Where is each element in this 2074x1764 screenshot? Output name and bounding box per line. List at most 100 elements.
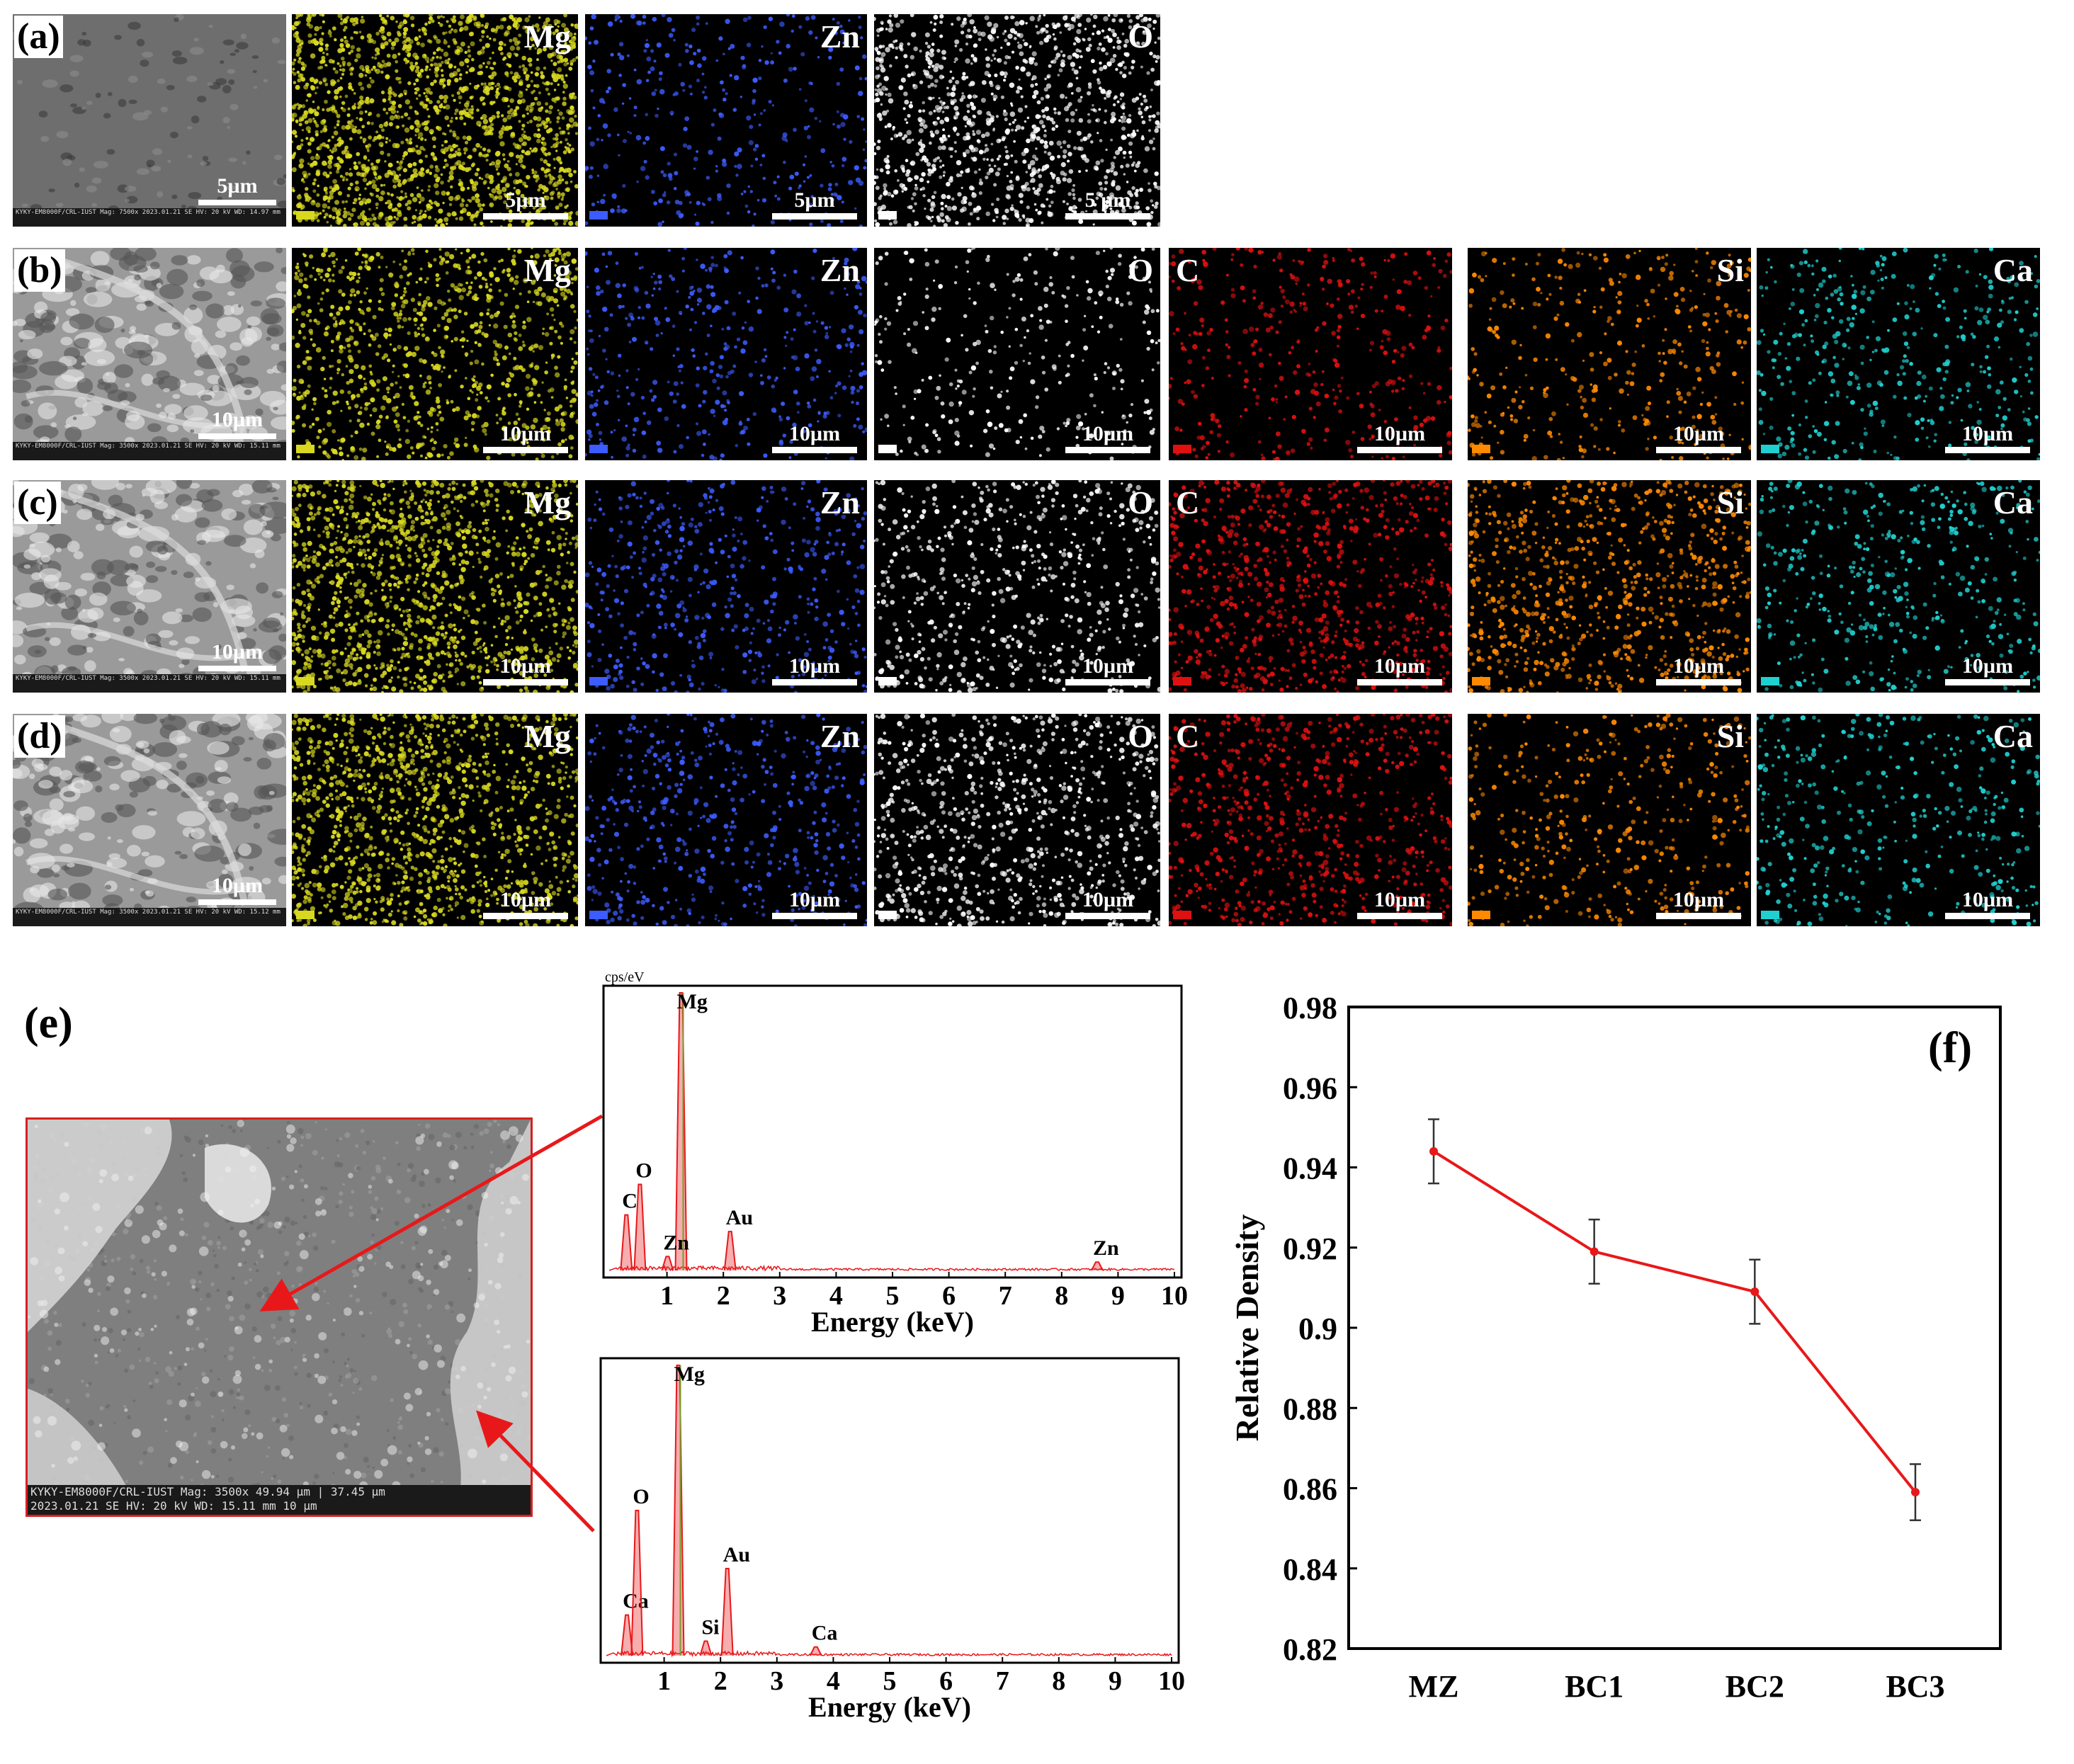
x-tick-label: 9 bbox=[1109, 1666, 1122, 1696]
scale-bar-line bbox=[1065, 447, 1150, 453]
scale-label: 10µm bbox=[1961, 654, 2014, 678]
x-tick-label: 4 bbox=[827, 1666, 840, 1696]
sem-footer: KYKY-EM8000F/CRL-IUST Mag: 7500x 2023.01… bbox=[13, 208, 286, 227]
element-label: Zn bbox=[820, 18, 860, 55]
peak-label-o: O bbox=[633, 1485, 649, 1508]
scale-label: 10µm bbox=[211, 640, 264, 664]
scale-label: 5 µm bbox=[1084, 188, 1131, 212]
peak-label-zn: Zn bbox=[663, 1231, 689, 1254]
peak-label-ca: Ca bbox=[623, 1590, 649, 1613]
x-tick-label: 4 bbox=[829, 1281, 843, 1311]
arrow-to-spectrum-2 bbox=[476, 1410, 595, 1532]
element-tag bbox=[878, 445, 897, 453]
scale-bar-line bbox=[1656, 447, 1741, 453]
eds-map-ca: Ca 10µm bbox=[1757, 248, 2040, 460]
scale-label: 5µm bbox=[505, 188, 546, 212]
sem-footer: KYKY-EM8000F/CRL-IUST Mag: 3500x 2023.01… bbox=[13, 674, 286, 693]
x-tick-label: 1 bbox=[657, 1666, 671, 1696]
spectrum-peak bbox=[620, 1614, 634, 1656]
x-tick-label: 1 bbox=[660, 1281, 674, 1311]
x-tick-label: BC2 bbox=[1726, 1669, 1784, 1704]
element-label: Mg bbox=[523, 18, 571, 55]
sem-e-footer-1: KYKY-EM8000F/CRL-IUST Mag: 3500x 49.94 µ… bbox=[30, 1485, 385, 1498]
scale-bar-line bbox=[772, 679, 857, 685]
spectrum-peak bbox=[633, 1183, 647, 1271]
scale-bar: 10µm bbox=[1656, 423, 1741, 453]
peak-label-au: Au bbox=[726, 1206, 753, 1229]
eds-map-c: C 10µm bbox=[1169, 714, 1452, 926]
scale-bar: 10µm bbox=[1945, 655, 2030, 685]
element-label: C bbox=[1176, 484, 1200, 520]
scale-label: 10µm bbox=[499, 422, 552, 445]
element-label: Zn bbox=[820, 484, 860, 520]
scale-bar-line bbox=[1065, 679, 1150, 685]
element-label: C bbox=[1176, 252, 1200, 288]
scale-label: 5µm bbox=[217, 174, 258, 198]
y-unit-label: cps/eV bbox=[605, 969, 645, 985]
scale-bar: 10µm bbox=[198, 874, 276, 905]
scale-label: 10µm bbox=[1082, 888, 1134, 911]
element-tag bbox=[589, 211, 608, 220]
eds-map-mg: Mg 10µm bbox=[292, 714, 578, 926]
scale-bar: 10µm bbox=[1357, 423, 1442, 453]
eds-dots bbox=[1468, 248, 1751, 460]
scale-label: 10µm bbox=[1961, 422, 2014, 445]
eds-map-mg: Mg 5µm bbox=[292, 14, 578, 227]
scale-label: 10µm bbox=[1082, 422, 1134, 445]
eds-map-ca: Ca 10µm bbox=[1757, 714, 2040, 926]
scale-bar-line bbox=[1945, 679, 2030, 685]
scale-label: 10µm bbox=[499, 654, 552, 678]
y-tick-label: 0.96 bbox=[1283, 1071, 1337, 1105]
x-tick-label: 7 bbox=[996, 1666, 1009, 1696]
scale-bar-line bbox=[198, 433, 276, 439]
scale-bar: 5µm bbox=[772, 189, 857, 220]
eds-map-ca: Ca 10µm bbox=[1757, 480, 2040, 693]
eds-dots bbox=[292, 714, 578, 926]
row-label: (a) bbox=[14, 16, 63, 58]
spectrum-peak bbox=[630, 1510, 644, 1656]
element-tag bbox=[589, 445, 608, 453]
x-tick-label: 5 bbox=[883, 1666, 897, 1696]
x-tick-label: 6 bbox=[942, 1281, 956, 1311]
panel-e-label: (e) bbox=[24, 999, 73, 1047]
scale-bar-line bbox=[198, 899, 276, 905]
eds-map-o: O 10µm bbox=[874, 248, 1160, 460]
spectrum-peak bbox=[661, 1256, 674, 1271]
peak-label-mg: Mg bbox=[677, 990, 708, 1013]
series-line bbox=[1432, 1150, 1917, 1493]
scale-bar-line bbox=[1065, 913, 1150, 919]
scale-label: 10µm bbox=[1373, 888, 1426, 911]
element-tag bbox=[296, 445, 314, 453]
eds-dots bbox=[585, 14, 867, 227]
element-label: O bbox=[1128, 484, 1153, 520]
scale-bar: 10µm bbox=[1945, 889, 2030, 919]
data-point bbox=[1590, 1247, 1599, 1256]
scale-bar: 10µm bbox=[1656, 655, 1741, 685]
scale-bar-line bbox=[483, 447, 568, 453]
spectrum-peak bbox=[720, 1568, 734, 1656]
panel-f-label: (f) bbox=[1928, 1024, 1972, 1072]
element-label: Ca bbox=[1993, 484, 2033, 520]
element-label: Zn bbox=[820, 252, 860, 288]
peak-label-au: Au bbox=[723, 1543, 750, 1566]
y-tick-label: 0.88 bbox=[1283, 1392, 1337, 1426]
x-axis-label: Energy (keV) bbox=[808, 1691, 971, 1723]
scale-label: 10µm bbox=[499, 888, 552, 911]
element-tag bbox=[296, 911, 314, 919]
eds-map-zn: Zn 5µm bbox=[585, 14, 867, 227]
spectrum-peak bbox=[723, 1231, 737, 1271]
y-axis-label: Relative Density bbox=[1229, 1214, 1265, 1442]
element-tag bbox=[589, 911, 608, 919]
eds-dots bbox=[1757, 714, 2040, 926]
element-label: Ca bbox=[1993, 718, 2033, 754]
element-tag bbox=[1761, 445, 1779, 453]
scale-bar-line bbox=[1945, 447, 2030, 453]
scale-bar: 10µm bbox=[772, 655, 857, 685]
scale-label: 10µm bbox=[788, 654, 841, 678]
peak-label-zn: Zn bbox=[1093, 1236, 1119, 1260]
scale-bar: 5 µm bbox=[1065, 189, 1150, 220]
x-tick-label: 8 bbox=[1052, 1666, 1065, 1696]
eds-map-mg: Mg 10µm bbox=[292, 480, 578, 693]
peak-label-c: C bbox=[622, 1190, 638, 1213]
spectrum-peak bbox=[620, 1214, 633, 1271]
